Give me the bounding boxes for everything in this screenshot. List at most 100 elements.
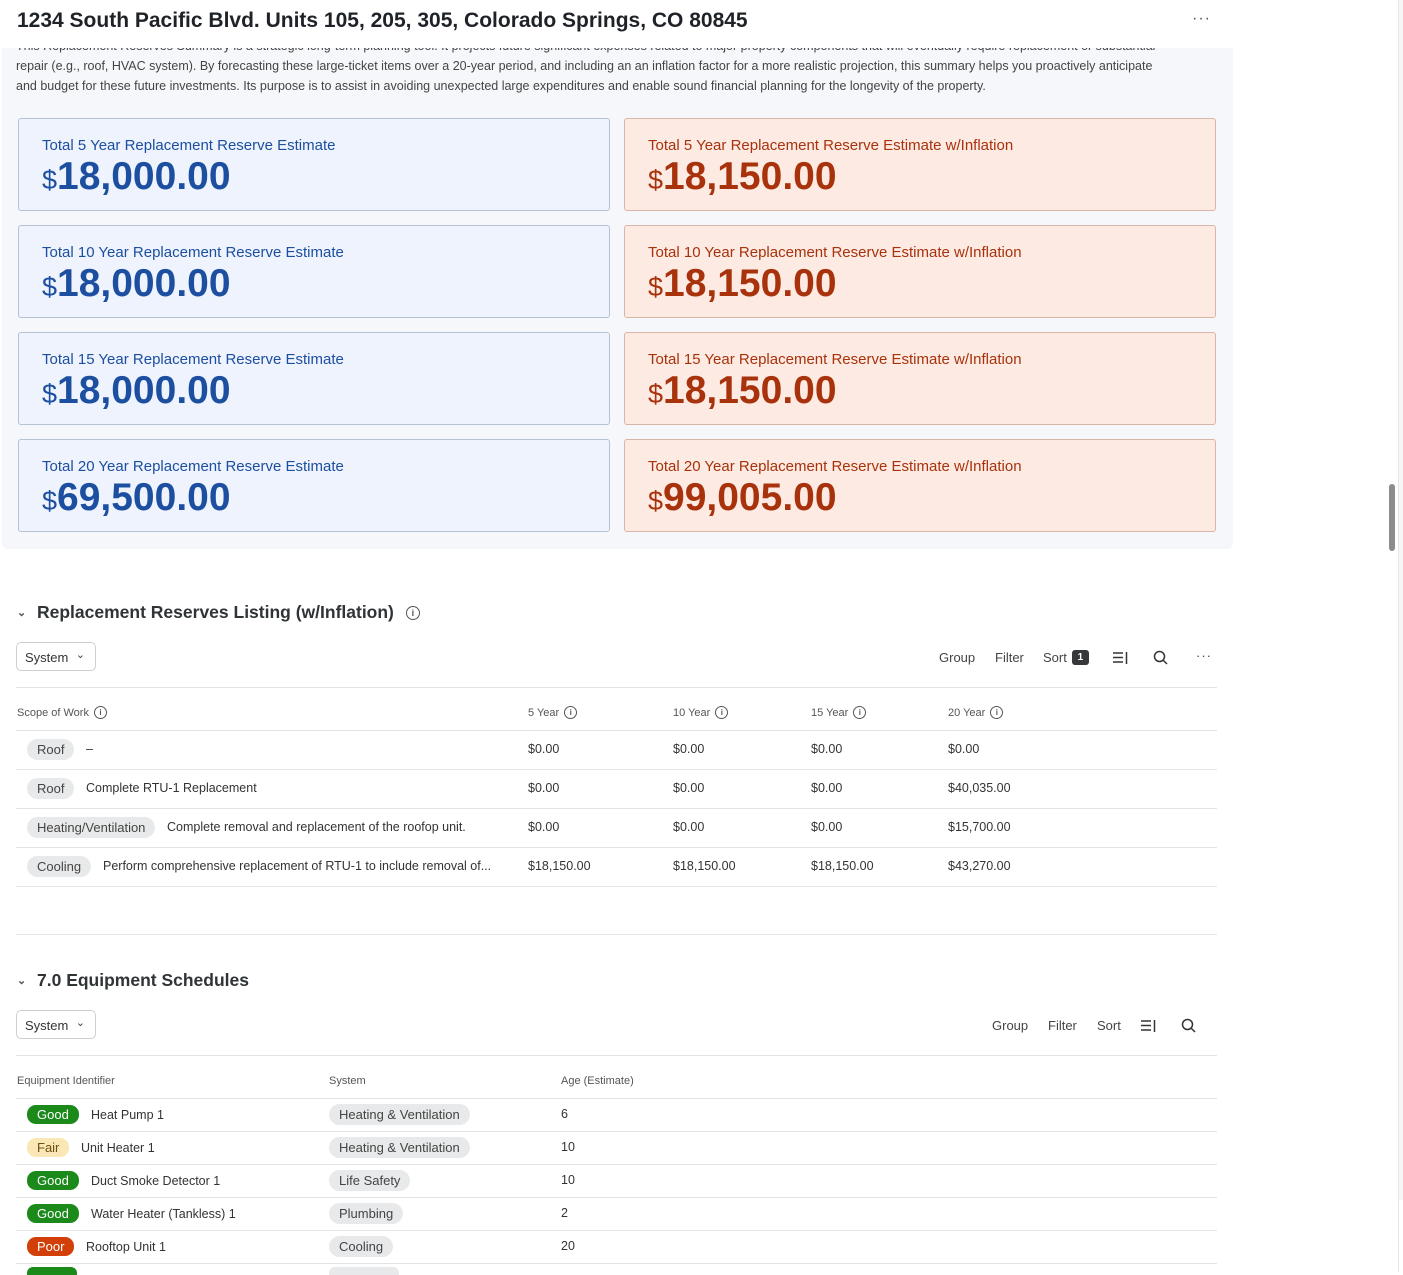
column-header[interactable]: 20 Year i [948,706,1004,719]
summary-card: Total 20 Year Replacement Reserve Estima… [18,439,610,532]
amount-cell: $15,700.00 [948,820,1011,834]
card-value: $99,005.00 [648,476,837,520]
info-icon[interactable]: i [93,706,107,719]
amount-cell: $0.00 [528,742,560,756]
group-dropdown-label: System [25,1018,69,1033]
amount-cell: $40,035.00 [948,781,1011,795]
group-button[interactable]: Group [992,1018,1029,1033]
chevron-down-icon[interactable]: ⌄ [17,975,27,987]
column-header[interactable]: Equipment Identifier [17,1075,115,1087]
row-divider [16,1131,1217,1132]
scope-of-work: – [86,742,93,756]
equipment-toolbar: Group Filter Sort [0,1018,1230,1038]
column-header[interactable]: System [329,1075,366,1087]
equipment-group-dropdown[interactable]: System ⌄ [16,1010,96,1039]
card-value: $18,150.00 [648,262,837,306]
column-header-label: 20 Year [948,707,986,719]
amount: 18,150.00 [663,369,837,412]
equipment-name: Unit Heater 1 [81,1141,155,1155]
info-icon[interactable]: i [715,706,729,719]
card-value: $18,150.00 [648,155,837,199]
card-label: Total 15 Year Replacement Reserve Estima… [648,351,1022,368]
system-tag: Roof [27,739,75,760]
sort-count-badge: 1 [1071,650,1089,665]
equipment-name: Duct Smoke Detector 1 [91,1174,221,1188]
system-tag: Life Safety [329,1170,411,1191]
filter-button[interactable]: Filter [995,650,1024,665]
equipment-section-header[interactable]: ⌄ 7.0 Equipment Schedules [17,970,249,991]
card-label: Total 20 Year Replacement Reserve Estima… [648,458,1022,475]
summary-card: Total 10 Year Replacement Reserve Estima… [624,225,1216,318]
column-header[interactable]: 10 Year i [673,706,729,719]
system-tag: Plumbing [329,1203,404,1224]
row-divider [16,1164,1217,1165]
status-badge: Fair [27,1138,70,1157]
system-tag: Heating & Ventilation [329,1137,470,1158]
divider [16,1055,1217,1056]
chevron-down-icon: ⌄ [75,1017,85,1029]
equipment-name: Heat Pump 1 [91,1108,164,1122]
equipment-name: Rooftop Unit 1 [86,1240,166,1254]
column-header[interactable]: 5 Year i [528,706,578,719]
column-header[interactable]: 15 Year i [811,706,867,719]
status-badge: Poor [27,1237,75,1256]
row-divider [16,808,1217,809]
amount: 18,000.00 [57,155,231,198]
more-options-icon[interactable]: ··· [1196,648,1212,663]
scrollbar-thumb[interactable] [1389,484,1395,551]
filter-button[interactable]: Filter [1048,1018,1077,1033]
system-tag: Cooling [27,856,92,877]
summary-card: Total 15 Year Replacement Reserve Estima… [624,332,1216,425]
divider [16,687,1217,688]
info-icon[interactable]: i [990,706,1004,719]
row-divider [16,1230,1217,1231]
column-header[interactable]: Age (Estimate) [561,1075,634,1087]
amount: 69,500.00 [57,476,231,519]
column-header-label: 15 Year [811,707,849,719]
card-label: Total 20 Year Replacement Reserve Estima… [42,458,344,475]
row-divider [16,1197,1217,1198]
chevron-down-icon[interactable]: ⌄ [17,607,27,619]
age-cell: 2 [561,1206,568,1220]
more-options-icon[interactable]: ··· [1192,10,1211,27]
reserves-group-dropdown[interactable]: System ⌄ [16,642,96,671]
scope-of-work: Perform comprehensive replacement of RTU… [103,859,492,873]
age-cell: 10 [561,1173,575,1187]
info-icon[interactable]: i [564,706,578,719]
chevron-down-icon: ⌄ [75,649,85,661]
sort-button[interactable]: Sort 1 [1043,650,1089,665]
summary-card: Total 20 Year Replacement Reserve Estima… [624,439,1216,532]
currency-symbol: $ [648,165,664,195]
row-divider [16,769,1217,770]
sort-button[interactable]: Sort [1097,1018,1121,1033]
summary-card: Total 5 Year Replacement Reserve Estimat… [624,118,1216,211]
amount-cell: $43,270.00 [948,859,1011,873]
info-icon[interactable]: i [405,606,420,620]
reserves-section-header[interactable]: ⌄ Replacement Reserves Listing (w/Inflati… [17,602,420,623]
status-badge [27,1267,77,1275]
card-value: $69,500.00 [42,476,231,520]
group-button[interactable]: Group [939,650,976,665]
scope-of-work: Complete RTU-1 Replacement [86,781,257,795]
column-header-label: 5 Year [528,707,560,719]
search-icon[interactable] [1181,1018,1196,1033]
system-tag: Cooling [329,1236,394,1257]
view-settings-icon[interactable] [1140,1019,1157,1033]
currency-symbol: $ [42,486,58,516]
currency-symbol: $ [648,272,664,302]
system-tag: Heating/Ventilation [27,817,156,838]
currency-symbol: $ [648,379,664,409]
group-dropdown-label: System [25,650,69,665]
info-icon[interactable]: i [853,706,867,719]
currency-symbol: $ [42,379,58,409]
amount-cell: $18,150.00 [811,859,874,873]
search-icon[interactable] [1153,650,1168,665]
view-settings-icon[interactable] [1112,651,1129,665]
status-badge: Good [27,1105,79,1124]
amount-cell: $0.00 [673,820,705,834]
amount-cell: $0.00 [811,781,843,795]
sort-label: Sort [1043,650,1067,665]
section-divider [16,934,1217,935]
column-header[interactable]: Scope of Work i [17,706,107,719]
card-label: Total 5 Year Replacement Reserve Estimat… [42,137,336,154]
